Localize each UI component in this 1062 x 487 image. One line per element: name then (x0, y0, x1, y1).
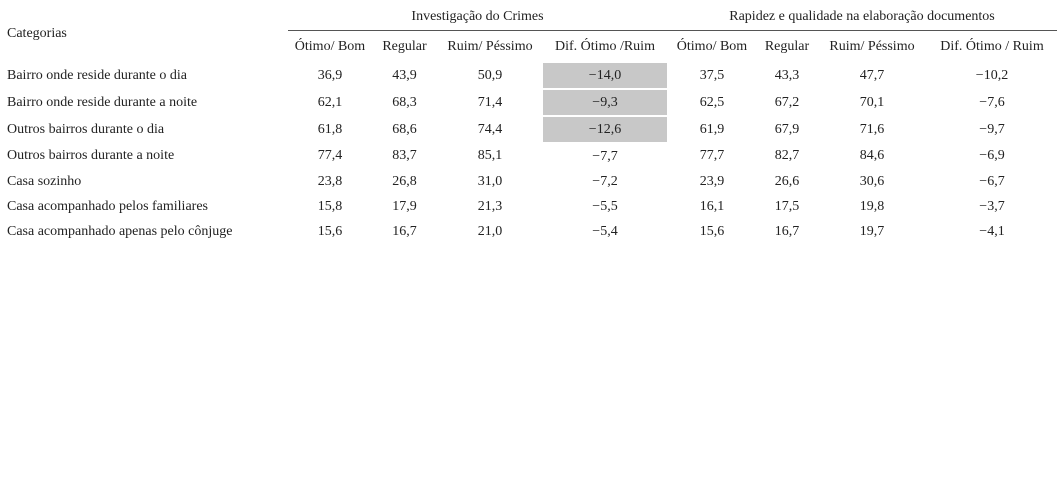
cell: 36,9 (317, 68, 343, 83)
cell: 16,1 (699, 198, 725, 214)
cell: 67,9 (774, 121, 800, 137)
cell: 50,9 (477, 68, 503, 83)
cell: 26,6 (774, 173, 800, 189)
cell: −3,7 (979, 198, 1005, 214)
cell: 19,8 (859, 198, 885, 214)
cell: 47,7 (859, 68, 885, 83)
table-row: Casa acompanhado pelos familiares 15,8 17,… (4, 194, 1057, 219)
category-header: Categorias (7, 25, 67, 41)
cell: 31,0 (477, 173, 503, 189)
column-header: Ótimo/ Bom (676, 39, 748, 54)
cell: 77,7 (699, 148, 725, 163)
cell: 17,5 (774, 198, 800, 214)
cell: 67,2 (774, 94, 800, 110)
cell: 62,5 (699, 94, 725, 110)
cell: 83,7 (392, 148, 417, 163)
cell: −6,9 (979, 148, 1005, 163)
cell: −6,7 (979, 173, 1005, 189)
cell: 23,9 (699, 173, 725, 189)
group-header: Rapidez e qualidade na elaboração docume… (667, 4, 1057, 31)
cell: −7,6 (979, 94, 1005, 110)
cell: 15,8 (317, 198, 343, 214)
cell: 77,4 (317, 148, 343, 163)
cell: 26,8 (392, 173, 417, 189)
cell: −14,0 (543, 63, 667, 90)
row-label: Bairro onde reside durante a noite (7, 94, 198, 110)
column-header: Ótimo/ Bom (294, 39, 366, 54)
cell: 62,1 (317, 94, 343, 110)
cell: 30,6 (859, 173, 885, 189)
cell: −12,6 (543, 116, 667, 144)
row-label: Casa acompanhado pelos familiares (7, 198, 208, 214)
column-header: Dif. Ótimo / Ruim (940, 39, 1044, 54)
cell: 71,6 (859, 121, 885, 137)
column-header: Ruim/ Péssimo (829, 39, 915, 54)
cell: −5,4 (592, 223, 618, 239)
cell: 37,5 (699, 68, 725, 83)
cell: −9,3 (543, 89, 667, 117)
cell: 71,4 (477, 94, 503, 110)
table-row: Outros bairros durante o dia 61,8 68,6 74,4… (4, 116, 1057, 144)
cell: 21,3 (477, 198, 503, 214)
row-label: Casa sozinho (7, 173, 82, 189)
cell: 85,1 (477, 148, 503, 163)
group-header: Investigação do Crimes (288, 4, 667, 31)
cell: 61,8 (317, 121, 343, 137)
cell: 23,8 (317, 173, 343, 189)
cell: −5,5 (592, 198, 618, 214)
column-header: Regular (764, 39, 810, 54)
table-row: Bairro onde reside durante a noite 62,1 68… (4, 89, 1057, 117)
cell: 21,0 (477, 223, 503, 239)
row-label: Outros bairros durante a noite (7, 148, 175, 163)
cell: 68,3 (392, 94, 417, 110)
table-row: Casa sozinho 23,8 26,8 31,0 −7,2 23,9 26,6 30,6… (4, 169, 1057, 194)
cell: 43,9 (392, 68, 417, 83)
cell: −7,7 (592, 148, 618, 164)
cell: 61,9 (699, 121, 725, 137)
cell: 74,4 (477, 121, 503, 137)
cell: 16,7 (392, 223, 417, 239)
table-row: Outros bairros durante a noite 77,4 83,7 85… (4, 143, 1057, 169)
row-label: Bairro onde reside durante o dia (7, 68, 187, 83)
row-label: Casa acompanhado apenas pelo cônjuge (7, 223, 233, 239)
cell: 17,9 (392, 198, 417, 214)
cell: −9,7 (979, 121, 1005, 137)
data-table: Categorias Investigação do Crimes Rapide… (4, 4, 1057, 244)
cell: 19,7 (859, 223, 885, 239)
table-row: Bairro onde reside durante o dia 36,9 43,9… (4, 63, 1057, 90)
cell: 16,7 (774, 223, 800, 239)
table-row: Casa acompanhado apenas pelo cônjuge 15,6… (4, 219, 1057, 244)
column-header: Ruim/ Péssimo (447, 39, 533, 54)
column-header: Dif. Ótimo /Ruim (555, 39, 655, 54)
cell: −4,1 (979, 223, 1005, 239)
cell: 84,6 (859, 148, 885, 163)
cell: −10,2 (975, 68, 1009, 83)
cell: 15,6 (317, 223, 343, 239)
cell: 68,6 (392, 121, 417, 137)
cell: −7,2 (592, 173, 618, 189)
cell: 43,3 (774, 68, 800, 83)
cell: 70,1 (859, 94, 885, 110)
cell: 82,7 (774, 148, 800, 163)
column-header: Regular (382, 39, 427, 54)
cell: 15,6 (699, 223, 725, 239)
row-label: Outros bairros durante o dia (7, 121, 165, 137)
